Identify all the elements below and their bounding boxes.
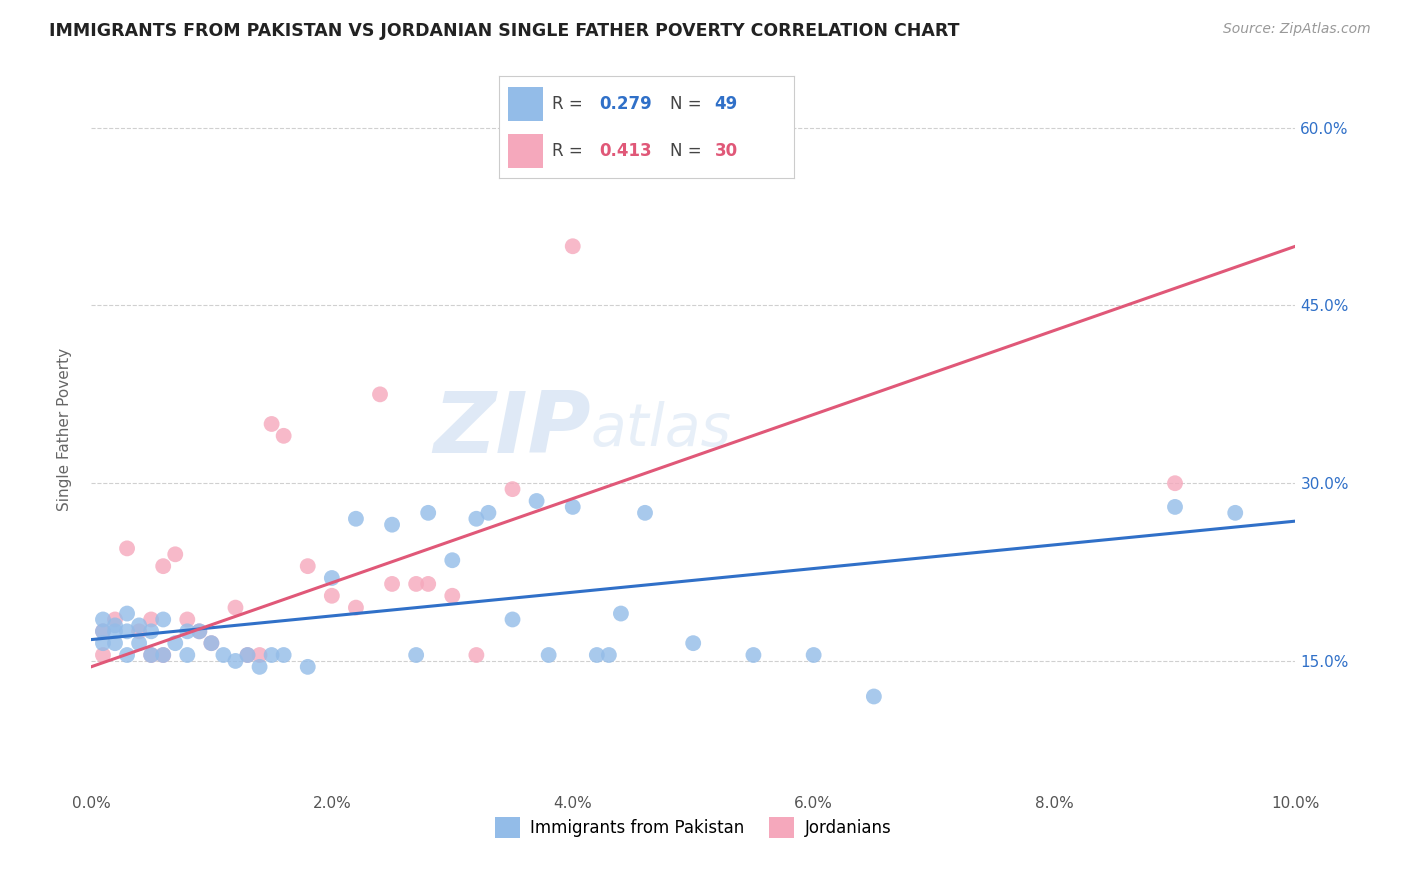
Text: R =: R = (553, 142, 588, 160)
Point (418, 506, 440, 520)
Point (321, 589, 343, 603)
Point (104, 624, 127, 639)
Point (224, 600, 246, 615)
Point (152, 648, 174, 662)
Point (91, 648, 114, 662)
Point (682, 636, 704, 650)
FancyBboxPatch shape (508, 87, 543, 121)
Point (91, 624, 114, 639)
Point (273, 429, 295, 443)
Point (249, 648, 271, 662)
Point (561, 500, 583, 514)
Point (128, 624, 150, 639)
Point (742, 648, 765, 662)
Point (91, 624, 114, 639)
Point (115, 541, 138, 556)
Point (634, 506, 657, 520)
Point (297, 660, 319, 674)
Point (104, 618, 127, 632)
Point (188, 624, 211, 639)
Point (273, 648, 295, 662)
Point (465, 648, 488, 662)
Point (91, 612, 114, 626)
Text: 30: 30 (714, 142, 738, 160)
Point (152, 559, 174, 574)
FancyBboxPatch shape (508, 135, 543, 168)
Text: 0.279: 0.279 (599, 95, 652, 113)
Point (803, 648, 825, 662)
Point (344, 600, 367, 615)
Point (212, 648, 235, 662)
Point (176, 612, 198, 626)
Text: 0.413: 0.413 (599, 142, 652, 160)
Text: ZIP: ZIP (433, 388, 591, 471)
Point (200, 636, 222, 650)
Point (200, 636, 222, 650)
Point (1164, 500, 1187, 514)
Y-axis label: Single Father Poverty: Single Father Poverty (58, 349, 72, 511)
Text: N =: N = (671, 142, 707, 160)
Point (381, 517, 404, 532)
Point (104, 636, 127, 650)
Point (152, 612, 174, 626)
Point (477, 506, 499, 520)
Point (537, 648, 560, 662)
Point (526, 494, 548, 508)
Point (165, 636, 187, 650)
Text: N =: N = (671, 95, 707, 113)
Point (115, 624, 138, 639)
Point (128, 636, 150, 650)
Point (441, 589, 464, 603)
Point (224, 654, 246, 668)
Point (610, 607, 633, 621)
Point (141, 648, 163, 662)
Text: atlas: atlas (591, 401, 731, 458)
Point (176, 648, 198, 662)
Point (441, 553, 464, 567)
Text: IMMIGRANTS FROM PAKISTAN VS JORDANIAN SINGLE FATHER POVERTY CORRELATION CHART: IMMIGRANTS FROM PAKISTAN VS JORDANIAN SI… (49, 22, 960, 40)
Point (141, 648, 163, 662)
Point (585, 648, 607, 662)
Point (260, 417, 283, 431)
Point (561, 239, 583, 253)
Point (1225, 506, 1247, 520)
Text: R =: R = (553, 95, 588, 113)
Point (176, 624, 198, 639)
Point (368, 387, 391, 401)
Point (502, 482, 524, 496)
Text: 49: 49 (714, 95, 738, 113)
Point (188, 624, 211, 639)
Point (128, 618, 150, 632)
Point (91, 636, 114, 650)
Point (152, 648, 174, 662)
Point (141, 612, 163, 626)
Point (141, 624, 163, 639)
Point (381, 577, 404, 591)
Point (598, 648, 620, 662)
Point (405, 577, 427, 591)
Point (236, 648, 259, 662)
Point (405, 648, 427, 662)
Point (249, 660, 271, 674)
Point (465, 512, 488, 526)
Point (502, 612, 524, 626)
Point (321, 571, 343, 585)
Legend: Immigrants from Pakistan, Jordanians: Immigrants from Pakistan, Jordanians (488, 811, 898, 845)
Text: Source: ZipAtlas.com: Source: ZipAtlas.com (1223, 22, 1371, 37)
Point (104, 612, 127, 626)
Point (165, 547, 187, 561)
Point (863, 690, 886, 704)
Point (344, 512, 367, 526)
Point (115, 607, 138, 621)
Point (260, 648, 283, 662)
Point (115, 648, 138, 662)
Point (297, 559, 319, 574)
Point (236, 648, 259, 662)
Point (418, 577, 440, 591)
Point (1164, 476, 1187, 491)
